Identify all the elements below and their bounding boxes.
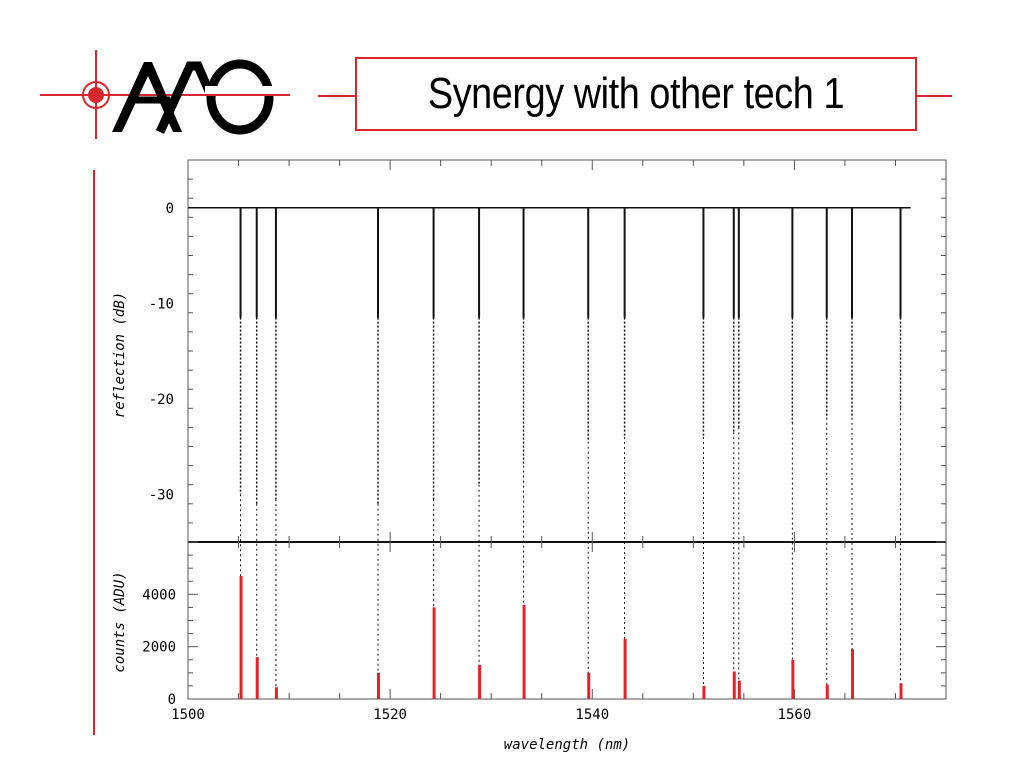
reflection-panel: 0 -10 -20 -30 (149, 159, 947, 699)
counts-panel: 1500 1520 1540 1560 0 2000 4000 (142, 160, 947, 723)
counts-bar (522, 604, 526, 699)
title-left-rule (318, 95, 356, 97)
counts-bar (377, 672, 381, 699)
left-accent-rule (93, 170, 95, 735)
counts-bar (478, 664, 482, 699)
x-tick-label: 1540 (575, 707, 609, 723)
counts-bar (239, 576, 243, 699)
counts-bar (737, 680, 741, 699)
counts-bar (791, 659, 795, 699)
slide-title-box: Synergy with other tech 1 (355, 57, 917, 131)
top-ylabel: reflection (dB) (112, 292, 128, 418)
x-tick-label: 1560 (778, 707, 812, 723)
title-right-rule (916, 95, 952, 97)
counts-bar (255, 657, 259, 699)
top-y-tick-label: -20 (149, 392, 174, 408)
counts-bar (851, 649, 855, 699)
x-tick-label: 1500 (171, 707, 205, 723)
counts-bar (702, 685, 706, 699)
counts-bar (623, 638, 627, 699)
top-y-tick-label: 0 (166, 201, 174, 217)
counts-bar (432, 607, 436, 699)
counts-bar (732, 671, 736, 699)
top-frame (187, 159, 947, 543)
counts-bar (274, 687, 278, 699)
bottom-xlabel: wavelength (nm) (504, 737, 630, 753)
x-tick-label: 1520 (373, 707, 407, 723)
bottom-frame (187, 541, 947, 700)
counts-bar (825, 684, 829, 699)
bottom-y-tick-label: 2000 (142, 640, 176, 656)
bottom-y-tick-label: 0 (168, 692, 176, 708)
top-y-tick-label: -30 (149, 487, 174, 503)
counts-bar (587, 672, 591, 699)
aao-logo-icon (40, 50, 290, 139)
counts-bar (899, 683, 903, 699)
bottom-y-tick-label: 4000 (142, 587, 176, 603)
bottom-ylabel: counts (ADU) (112, 571, 128, 672)
top-y-tick-label: -10 (149, 296, 174, 312)
slide-title: Synergy with other tech 1 (427, 69, 845, 118)
